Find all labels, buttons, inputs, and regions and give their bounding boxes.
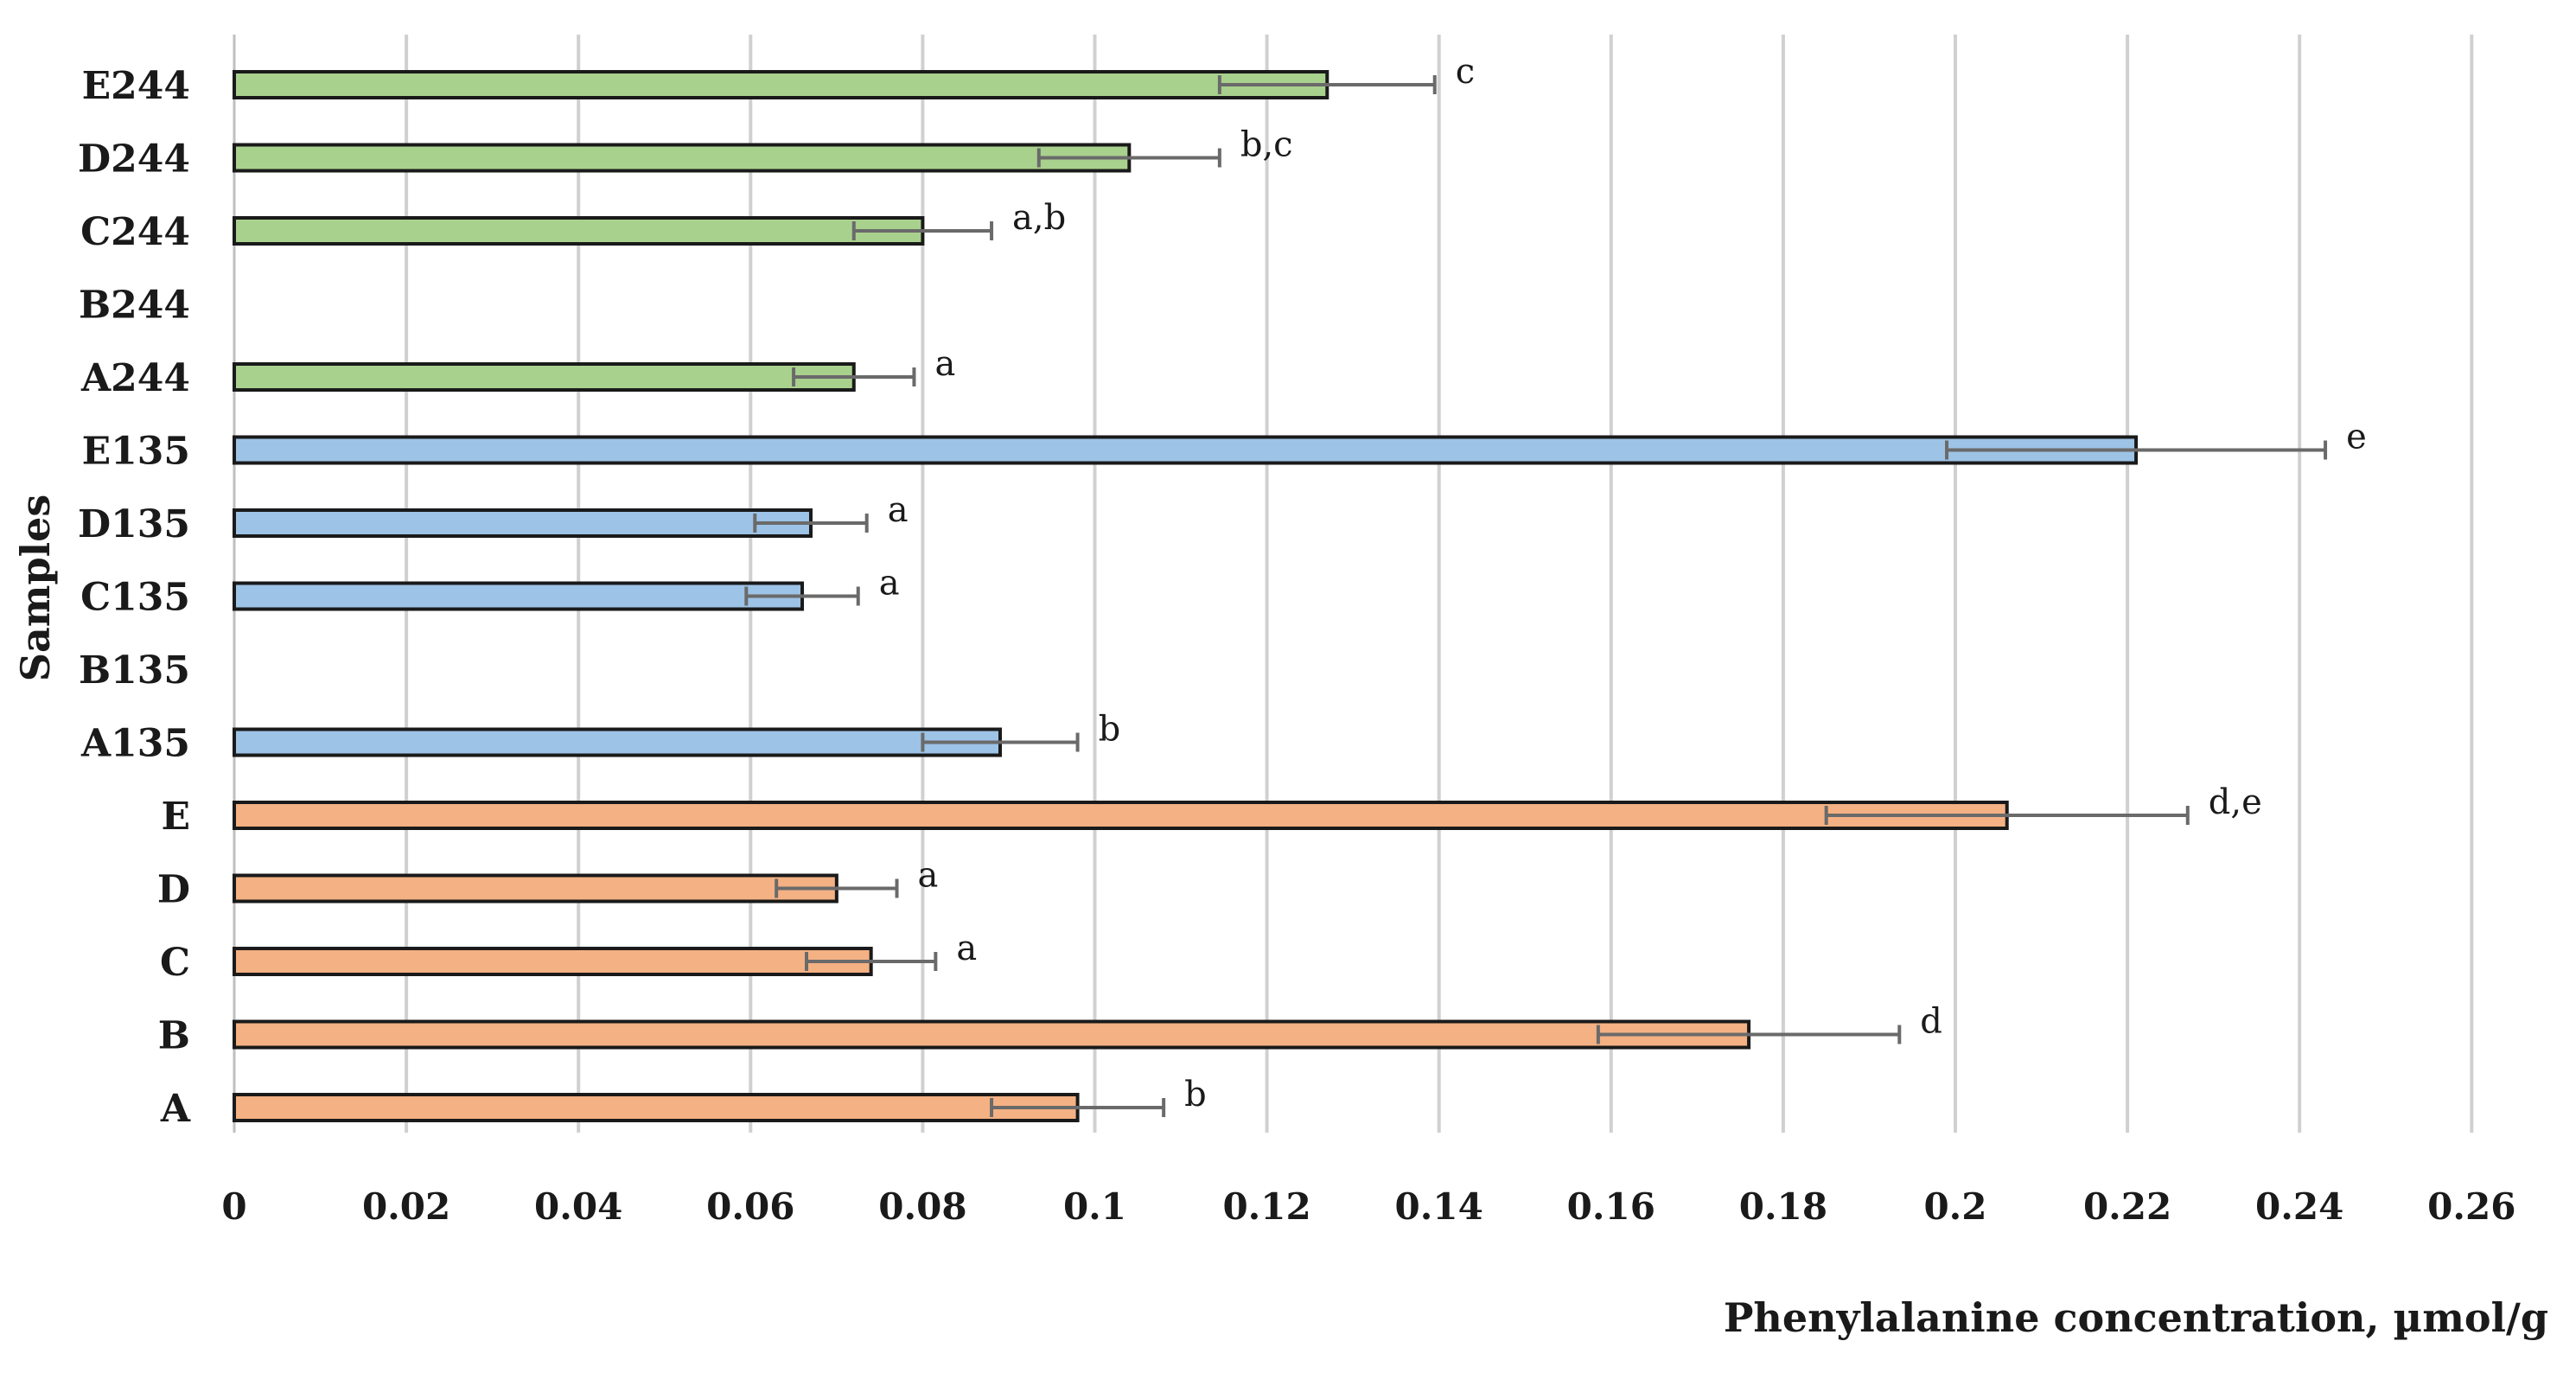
x-tick-label: 0.26 (2427, 1185, 2515, 1228)
category-label: C244 (80, 210, 190, 254)
x-axis-ticks: 0 0.02 0.04 0.06 0.08 0.1 0.12 0.14 0.16 0.18 0.2 0… (221, 1185, 2515, 1228)
category-label: D (157, 868, 190, 912)
y-axis-categories: E244 D244 C244 B244 A244 E135 D135 C135 B135 A135… (78, 64, 191, 1131)
category-label: B (158, 1014, 190, 1058)
significance-label: a (956, 929, 977, 968)
bar (233, 435, 2139, 465)
bar (233, 1093, 1080, 1122)
x-tick-label: 0.2 (1923, 1185, 1986, 1228)
significance-label: a (888, 490, 909, 530)
bar (233, 801, 2009, 830)
category-label: A244 (80, 356, 190, 400)
y-axis-title: Samples (12, 495, 59, 682)
bar (233, 1019, 1751, 1050)
x-tick-label: 0.04 (534, 1185, 622, 1228)
significance-label: e (2346, 418, 2367, 457)
category-label: A135 (80, 722, 190, 766)
significance-label: a,b (1012, 198, 1066, 238)
category-label: C135 (80, 576, 190, 620)
x-tick-label: 0 (221, 1185, 246, 1228)
significance-label: d (1920, 1002, 1942, 1042)
x-axis-title: Phenylalanine concentration, µmol/g (1724, 1294, 2548, 1341)
category-label: E244 (82, 64, 190, 108)
bar (233, 873, 838, 904)
significance-label: a (934, 344, 955, 384)
x-tick-label: 0.14 (1395, 1185, 1483, 1228)
significance-label: a (918, 856, 939, 896)
significance-label: c (1456, 52, 1475, 92)
bar (233, 727, 1002, 757)
x-tick-label: 0.06 (706, 1185, 794, 1228)
x-tick-label: 0.24 (2255, 1185, 2343, 1228)
bar (233, 216, 925, 246)
category-label: D244 (78, 137, 190, 182)
bar (233, 508, 813, 538)
x-tick-label: 0.16 (1567, 1185, 1655, 1228)
bar (233, 70, 1329, 99)
category-label: B135 (79, 648, 190, 693)
bar (233, 362, 856, 392)
significance-label: a (879, 564, 900, 603)
x-tick-label: 0.08 (878, 1185, 966, 1228)
x-tick-label: 0.22 (2083, 1185, 2171, 1228)
bar (233, 947, 873, 976)
category-label: E (161, 795, 190, 839)
significance-label: b (1184, 1075, 1207, 1114)
significance-label: b,c (1240, 125, 1293, 165)
x-tick-label: 0.18 (1739, 1185, 1827, 1228)
category-label: A (160, 1087, 191, 1131)
category-label: D135 (78, 502, 190, 546)
bar (233, 581, 805, 611)
x-tick-label: 0.12 (1222, 1185, 1310, 1228)
x-tick-label: 0.02 (362, 1185, 450, 1228)
category-label: C (160, 941, 190, 985)
significance-label: b (1099, 710, 1121, 750)
category-label: E135 (82, 430, 190, 474)
bar (233, 143, 1132, 173)
significance-label: d,e (2209, 782, 2262, 822)
x-tick-label: 0.1 (1063, 1185, 1126, 1228)
category-label: B244 (79, 284, 190, 328)
